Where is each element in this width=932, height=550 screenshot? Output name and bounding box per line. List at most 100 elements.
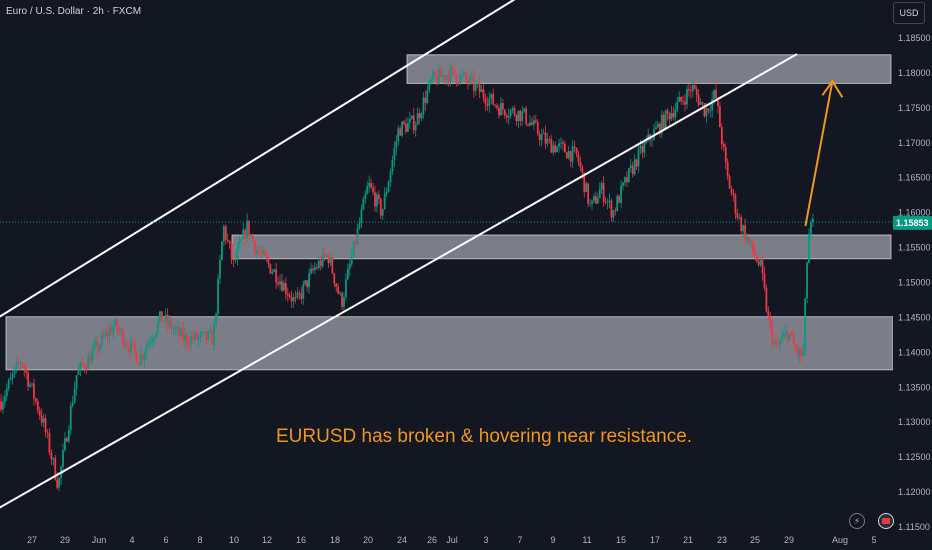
candle-body	[455, 75, 458, 83]
x-tick-label: 4	[129, 535, 134, 545]
candle-body	[155, 332, 157, 338]
candle-body	[405, 123, 407, 132]
y-tick-label: 1.12500	[898, 452, 931, 462]
candle-body	[191, 336, 194, 340]
candle-body	[722, 143, 725, 148]
candle-body	[252, 235, 254, 242]
candle-body	[323, 252, 326, 257]
candle-body	[432, 71, 435, 80]
candle-body	[226, 239, 229, 241]
candle-body	[682, 101, 684, 102]
candle-body	[248, 220, 250, 237]
candle-body	[467, 79, 469, 84]
candle-body	[441, 74, 444, 77]
candle-body	[166, 314, 169, 325]
candle-body	[443, 74, 446, 80]
candle-body	[331, 257, 334, 274]
candle-body	[13, 367, 16, 375]
candle-body	[637, 148, 640, 167]
candle-body	[792, 334, 795, 344]
candles-layer	[0, 61, 814, 492]
candle-body	[7, 379, 10, 389]
candle-body	[71, 402, 74, 406]
candle-body	[486, 103, 489, 106]
currency-button[interactable]: USD	[893, 2, 925, 24]
candle-body	[83, 365, 86, 369]
price-axis-bg	[893, 0, 932, 550]
candle-body	[325, 254, 328, 257]
candle-body	[189, 336, 192, 346]
candle-body	[412, 115, 415, 131]
calendar-icon[interactable]	[878, 513, 894, 529]
candle-body	[244, 229, 247, 239]
candle-body	[418, 113, 421, 119]
price-tag-bg	[893, 215, 932, 230]
x-tick-label: 26	[427, 535, 437, 545]
candle-body	[40, 415, 43, 423]
candle-body	[149, 342, 152, 344]
candle-body	[147, 343, 150, 347]
x-tick-label: 6	[163, 535, 168, 545]
candle-body	[153, 337, 155, 341]
candle-body	[207, 331, 210, 341]
candle-body	[133, 342, 136, 352]
candle-body	[242, 229, 245, 240]
candle-body	[501, 103, 504, 110]
channel-line-upper	[0, 0, 516, 318]
candle-body	[548, 139, 551, 140]
candle-body	[379, 199, 382, 216]
candle-body	[614, 210, 617, 212]
candle-body	[257, 250, 260, 253]
candle-body	[376, 194, 378, 207]
lightning-icon[interactable]: ⚡	[849, 513, 865, 529]
candle-body	[728, 176, 731, 189]
x-tick-label: 16	[296, 535, 306, 545]
candle-body	[633, 159, 636, 175]
candle-body	[684, 101, 686, 105]
candle-body	[717, 97, 719, 106]
candle-body	[102, 334, 105, 337]
candle-body	[420, 113, 423, 119]
candle-body	[784, 331, 787, 334]
candle-body	[449, 66, 452, 82]
candle-body	[519, 110, 522, 121]
candle-body	[523, 108, 526, 112]
candle-body	[478, 82, 481, 93]
candle-body	[562, 142, 564, 144]
candle-body	[151, 340, 154, 343]
candle-body	[58, 477, 61, 488]
candle-body	[193, 332, 196, 340]
projection-arrow-layer	[804, 79, 844, 227]
candle-body	[482, 89, 485, 98]
candle-body	[124, 344, 126, 346]
candle-body	[689, 90, 692, 92]
candle-body	[162, 321, 165, 323]
x-tick-label: 18	[330, 535, 340, 545]
candle-body	[335, 283, 338, 287]
candle-body	[279, 281, 281, 285]
candle-body	[34, 398, 37, 402]
candle-body	[306, 280, 309, 288]
candle-body	[46, 432, 49, 434]
candle-body	[137, 363, 140, 366]
candle-body	[95, 341, 97, 346]
candle-body	[596, 197, 599, 204]
candle-body	[769, 316, 772, 326]
candle-body	[221, 241, 223, 261]
candle-body	[17, 362, 20, 364]
y-tick-label: 1.18500	[898, 33, 931, 43]
y-tick-label: 1.14000	[898, 347, 931, 357]
candle-body	[393, 148, 396, 160]
candle-body	[389, 171, 392, 183]
candle-body	[451, 66, 454, 69]
candle-body	[277, 282, 279, 285]
candle-body	[695, 88, 698, 95]
candle-body	[534, 120, 537, 123]
candle-body	[490, 93, 493, 99]
candle-body	[222, 226, 225, 242]
candle-body	[395, 141, 398, 149]
candle-body	[744, 225, 746, 241]
candle-body	[56, 479, 59, 488]
candle-body	[742, 225, 745, 232]
